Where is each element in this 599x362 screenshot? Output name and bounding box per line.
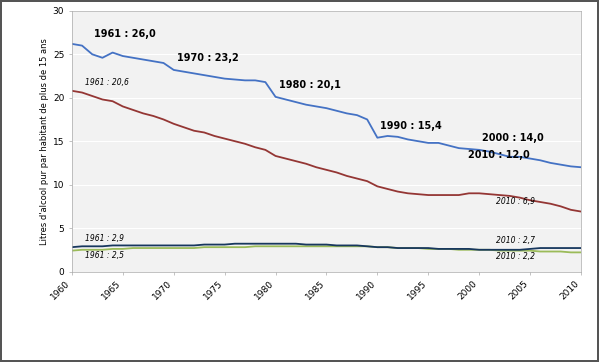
Ensemble xyxy=(180,70,187,74)
Text: 2010 : 2,2: 2010 : 2,2 xyxy=(496,252,536,261)
Text: 2010 : 12,0: 2010 : 12,0 xyxy=(468,150,530,160)
Text: 1980 : 20,1: 1980 : 20,1 xyxy=(279,80,340,90)
Y-axis label: Litres d'alcool pur par habitant de plus de 15 ans: Litres d'alcool pur par habitant de plus… xyxy=(40,38,49,245)
Text: 1961 : 2,5: 1961 : 2,5 xyxy=(85,251,124,260)
Spiritueux xyxy=(231,241,238,246)
Ensemble xyxy=(577,165,585,169)
Spiritueux xyxy=(241,241,249,246)
Vin xyxy=(68,89,75,93)
Spiritueux xyxy=(68,245,75,249)
Text: 2000 : 14,0: 2000 : 14,0 xyxy=(482,133,544,143)
Vin xyxy=(404,191,412,195)
Spiritueux xyxy=(577,246,585,250)
Bière xyxy=(567,250,574,254)
Spiritueux xyxy=(415,246,422,250)
Line: Vin: Vin xyxy=(72,91,581,211)
Bière xyxy=(445,247,452,251)
Ensemble xyxy=(404,137,412,142)
Vin xyxy=(567,208,574,212)
Text: 2010 : 2,7: 2010 : 2,7 xyxy=(496,236,536,245)
Text: 1970 : 23,2: 1970 : 23,2 xyxy=(177,53,238,63)
Line: Spiritueux: Spiritueux xyxy=(72,244,581,250)
Vin xyxy=(180,125,187,130)
Vin xyxy=(231,139,238,143)
Text: 2010 : 6,9: 2010 : 6,9 xyxy=(496,197,536,206)
Ensemble xyxy=(221,76,228,81)
Bière xyxy=(252,244,259,248)
Vin xyxy=(577,209,585,214)
Text: 1961 : 2,9: 1961 : 2,9 xyxy=(85,234,124,243)
Spiritueux xyxy=(221,243,228,247)
Bière xyxy=(557,249,564,254)
Ensemble xyxy=(567,164,574,169)
Bière xyxy=(415,246,422,250)
Line: Ensemble: Ensemble xyxy=(72,44,581,167)
Bière xyxy=(68,248,75,253)
Text: 1961 : 20,6: 1961 : 20,6 xyxy=(85,78,129,87)
Line: Bière: Bière xyxy=(72,246,581,252)
Bière xyxy=(221,245,228,249)
Spiritueux xyxy=(476,248,483,252)
Vin xyxy=(435,193,442,197)
Text: 1961 : 26,0: 1961 : 26,0 xyxy=(94,29,156,39)
Ensemble xyxy=(231,77,238,82)
Bière xyxy=(577,250,585,254)
Ensemble xyxy=(435,141,442,145)
Bière xyxy=(231,245,238,249)
Bière xyxy=(180,246,187,250)
Spiritueux xyxy=(567,246,574,250)
Ensemble xyxy=(68,42,75,46)
Spiritueux xyxy=(445,247,452,251)
Text: 1990 : 15,4: 1990 : 15,4 xyxy=(380,121,442,131)
Vin xyxy=(221,136,228,141)
Spiritueux xyxy=(180,243,187,248)
